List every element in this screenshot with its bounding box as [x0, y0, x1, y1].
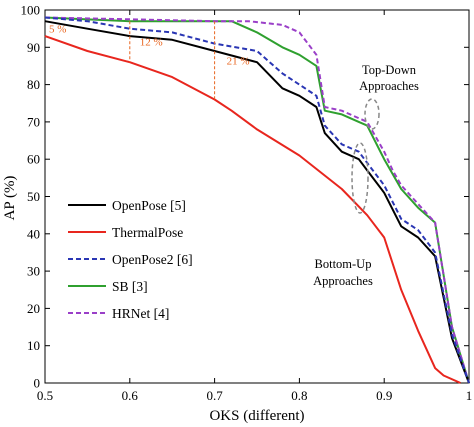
series-line-openpose2-6: [44, 16, 470, 384]
y-tick-label: 80: [27, 77, 40, 92]
y-tick-label: 30: [27, 264, 40, 279]
x-tick-label: 1: [466, 388, 473, 403]
top-down-annotation-line1: Top-Down: [362, 63, 417, 77]
gap-label: 21 %: [227, 55, 250, 67]
gap-annotations: 5 % 12 % 21 %: [49, 21, 250, 100]
x-axis-label: OKS (different): [209, 408, 304, 424]
x-tick-label: 0.7: [206, 388, 223, 403]
top-down-group-ellipse: [364, 98, 380, 130]
legend-label: SB [3]: [112, 279, 148, 294]
legend-label: OpenPose2 [6]: [112, 252, 193, 267]
legend-label: HRNet [4]: [112, 306, 169, 321]
legend-label: ThermalPose: [112, 225, 183, 240]
y-tick-label: 0: [34, 376, 41, 391]
x-tick-label: 0.9: [376, 388, 392, 403]
gap-label: 5 %: [49, 24, 66, 36]
top-down-annotation-line2: Approaches: [359, 79, 419, 93]
y-tick-label: 10: [27, 338, 40, 353]
y-tick-label: 90: [27, 40, 40, 55]
y-tick-label: 20: [27, 301, 40, 316]
gap-label: 12 %: [140, 37, 163, 49]
x-tick-label: 0.6: [122, 388, 139, 403]
bottom-up-group-ellipse: [351, 142, 369, 214]
bottom-up-annotation-line2: Approaches: [313, 274, 373, 288]
legend-label: OpenPose [5]: [112, 198, 186, 213]
x-tick-label: 0.8: [291, 388, 307, 403]
y-tick-label: 70: [27, 114, 40, 129]
series-line-openpose-5: [44, 20, 470, 384]
y-tick-label: 100: [21, 3, 41, 18]
y-axis-label: AP (%): [2, 176, 18, 221]
series-line-thermalpose: [44, 35, 461, 384]
y-tick-label: 50: [27, 189, 40, 204]
y-tick-label: 40: [27, 226, 40, 241]
legend: OpenPose [5] ThermalPose OpenPose2 [6] SB […: [62, 190, 232, 332]
legend-box: [62, 190, 232, 332]
series-line-hrnet-4: [44, 16, 470, 384]
y-tick-label: 60: [27, 152, 40, 167]
bottom-up-annotation-line1: Bottom-Up: [315, 257, 372, 271]
series-lines: [44, 16, 470, 384]
x-tick-label: 0.5: [37, 388, 53, 403]
